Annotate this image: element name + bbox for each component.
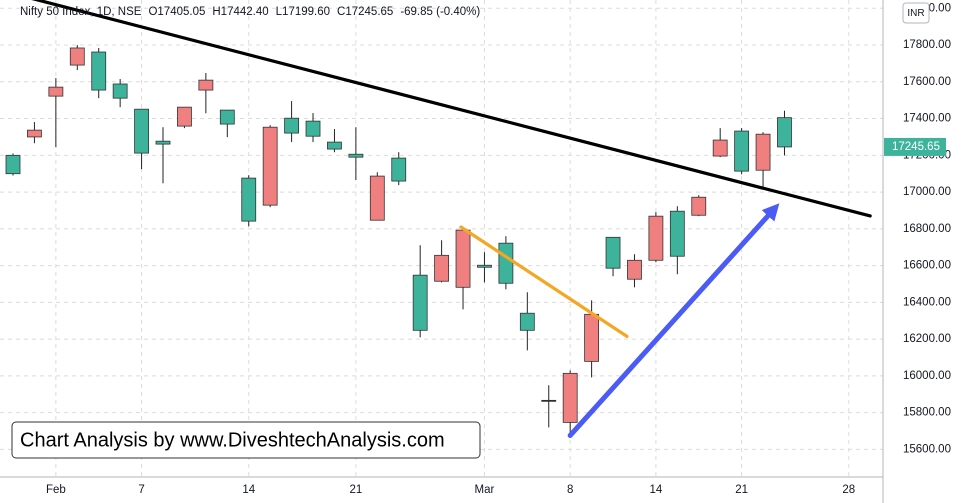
candle-body: [712, 139, 728, 157]
candle-body: [241, 177, 257, 222]
candle-body: [134, 108, 149, 154]
x-tick-label: 21: [735, 484, 748, 496]
candle-body: [112, 83, 128, 99]
y-tick-label: 16200.00: [903, 333, 951, 345]
x-tick-label: Mar: [475, 484, 495, 496]
candle-body: [327, 141, 342, 150]
y-tick-label: 16000.00: [903, 370, 951, 382]
candle-body: [198, 79, 214, 91]
candle-body: [669, 210, 685, 257]
last-price-label: 17245.65: [892, 141, 940, 153]
candle-body: [477, 264, 492, 268]
candle-body: [284, 117, 299, 134]
candle-body: [412, 274, 428, 331]
x-tick-label: 8: [567, 484, 573, 496]
annotation: Chart Analysis by www.DiveshtechAnalysis…: [20, 429, 445, 451]
header-value: H17442.40: [212, 6, 268, 18]
y-tick-label: 15600.00: [903, 443, 951, 455]
header: Nifty 50 Index, 1D, NSE O17405.05 H17442.4…: [20, 6, 480, 18]
y-tick-label: 17600.00: [903, 76, 951, 88]
candle-body: [605, 236, 621, 269]
candle-body: [519, 312, 535, 331]
candle-body: [305, 120, 321, 137]
header-value: L17199.60: [276, 6, 330, 18]
candle-body: [219, 109, 235, 125]
currency-box: [902, 2, 930, 24]
candle-body: [369, 175, 385, 221]
candle-body: [755, 133, 771, 171]
x-tick-label: 21: [349, 484, 362, 496]
last-price-box: [884, 137, 946, 156]
candle-body: [5, 154, 21, 175]
x-tick-label: 28: [842, 484, 855, 496]
candle-body: [498, 242, 514, 284]
y-tick-label: 16800.00: [903, 223, 951, 235]
currency: INR: [907, 8, 924, 19]
candle-body: [777, 117, 792, 148]
header-value: -69.85 (-0.40%): [400, 6, 480, 18]
candle-body: [434, 254, 450, 282]
x-tick-label: 14: [242, 484, 255, 496]
plot-area: [5, 0, 872, 438]
candle-body: [348, 153, 364, 158]
candle-body: [391, 157, 407, 182]
y-tick-label: 15800.00: [903, 407, 951, 419]
candle-body: [48, 86, 64, 97]
candle-body: [562, 372, 578, 423]
y-tick-label: 17800.00: [903, 39, 951, 51]
candle-body: [691, 196, 707, 216]
candle-body: [27, 129, 42, 138]
candle-body: [155, 140, 171, 145]
header-title: Nifty 50 Index, 1D, NSE: [20, 6, 142, 18]
candle-body: [455, 229, 471, 288]
candle-body: [262, 126, 278, 206]
candle-body: [584, 313, 600, 362]
y-tick-label: 16600.00: [903, 260, 951, 272]
candle-body: [69, 47, 85, 66]
candle-body: [648, 215, 664, 261]
candle-body: [627, 259, 642, 280]
x-tick-label: Feb: [46, 484, 66, 496]
trend-line: [567, 203, 780, 438]
trend-line: [459, 225, 629, 338]
header-value: O17405.05: [148, 6, 205, 18]
y-tick-label: 17400.00: [903, 113, 951, 125]
y-tick-label: 17000.00: [903, 186, 951, 198]
annotation-box: [11, 421, 481, 459]
x-tick-label: 14: [650, 484, 663, 496]
candle-body: [177, 106, 192, 127]
trend-line: [31, 0, 872, 218]
x-tick-label: 7: [138, 484, 144, 496]
candle-body: [541, 399, 557, 402]
header-value: C17245.65: [337, 6, 393, 18]
candle-body: [91, 51, 107, 91]
y-tick-label: 16400.00: [903, 296, 951, 308]
candle-body: [734, 130, 750, 172]
